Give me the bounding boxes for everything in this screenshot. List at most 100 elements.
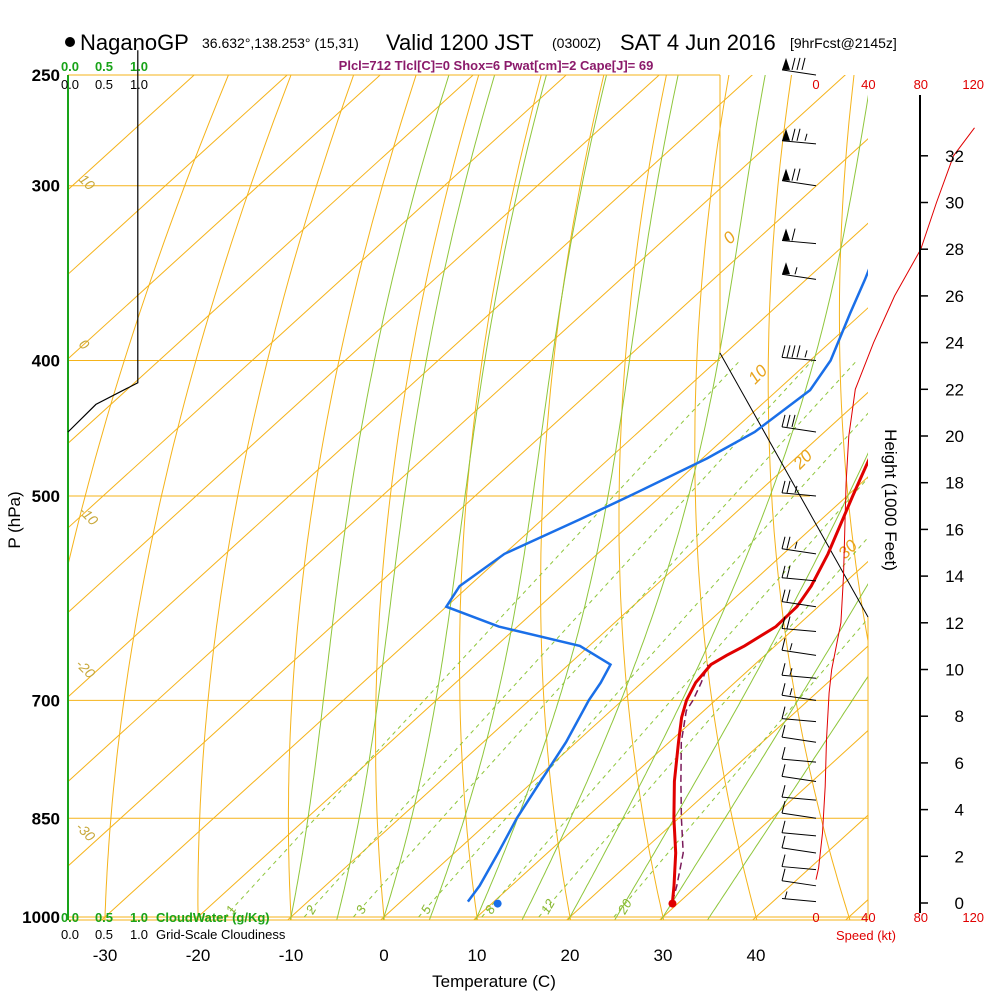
moist-adiabat-line: [614, 452, 868, 920]
barb-staff: [781, 898, 817, 903]
height-tick-label: 4: [955, 801, 964, 820]
isotherm-line: [565, 645, 868, 920]
moist-adiabat-line: [475, 75, 679, 920]
barb-feather: [791, 414, 796, 428]
valid-date: SAT 4 Jun 2016: [620, 30, 776, 55]
barb-feather: [791, 345, 796, 358]
wind-barb: [781, 764, 817, 782]
barb-staff: [781, 866, 817, 871]
isotherm-label: -10: [76, 503, 102, 529]
pressure-tick-label: 850: [32, 809, 60, 828]
temperature-tick-label: 0: [379, 946, 388, 965]
moist-adiabat-line: [660, 583, 868, 920]
cloudwater-label: CloudWater (g/Kg): [156, 910, 270, 925]
height-tick-label: 18: [945, 474, 964, 493]
speed-axis-label: Speed (kt): [836, 928, 896, 943]
barb-half-feather: [789, 643, 793, 651]
cloudiness-tick-bottom: 1.0: [130, 927, 148, 942]
wind-barb: [781, 638, 817, 656]
pressure-tick-label: 1000: [22, 908, 60, 927]
wind-barb: [781, 345, 817, 361]
wind-barb: [781, 262, 817, 280]
barb-feather: [786, 589, 791, 602]
height-tick-label: 6: [955, 754, 964, 773]
barb-feather: [781, 784, 786, 798]
barb-half-feather: [794, 485, 798, 494]
dry-adiabat-line: [694, 75, 758, 920]
dry-adiabat-line: [104, 75, 292, 920]
pressure-axis: 1000 850 700 500 400 300 250: [22, 66, 60, 927]
background-grid: [68, 74, 868, 920]
barb-staff: [781, 492, 817, 497]
height-tick-label: 14: [945, 567, 964, 586]
mixing-ratio-line: [224, 360, 741, 918]
height-tick-label: 22: [945, 380, 964, 399]
height-tick-label: 30: [945, 194, 964, 213]
barb-feather: [781, 854, 786, 867]
barb-flag: [782, 128, 790, 141]
dry-adiabat-label: 20: [789, 446, 817, 474]
mixing-ratio-label: 2: [302, 902, 319, 917]
cloudwater-tick-bottom: 1.0: [130, 910, 148, 925]
wind-barb: [781, 168, 817, 187]
isotherm-line: [658, 729, 868, 920]
barb-staff: [781, 180, 817, 187]
isotherm-label: 0: [76, 336, 93, 353]
cloudiness-tick-top: 0.0: [61, 77, 79, 92]
barb-feather: [781, 820, 786, 833]
stability-indices: Plcl=712 Tlcl[C]=0 Shox=6 Pwat[cm]=2 Cap…: [339, 58, 654, 73]
barb-half-feather: [794, 541, 798, 549]
barb-feather: [791, 128, 796, 141]
barb-feather: [781, 868, 786, 881]
dry-adiabat-line: [838, 75, 868, 644]
pressure-tick-label: 300: [32, 177, 60, 196]
barb-feather: [781, 414, 786, 428]
wind-barb: [781, 128, 817, 145]
dry-adiabat-label: 10: [744, 361, 771, 388]
pressure-tick-label: 700: [32, 691, 60, 710]
wind-barb: [781, 565, 817, 582]
barb-staff: [781, 240, 817, 245]
plot-frame: [67, 74, 869, 921]
barb-feather: [781, 683, 786, 696]
cloudiness-label: Grid-Scale Cloudiness: [156, 927, 286, 942]
wind-barb: [781, 891, 817, 903]
isotherm-line: [68, 75, 846, 783]
barb-staff: [781, 548, 817, 555]
mixing-ratio-label: 5: [418, 902, 435, 916]
wind-barb: [781, 820, 817, 837]
mixing-ratio-label: 20: [614, 896, 635, 918]
temperature-axis-label: Temperature (C): [432, 972, 556, 991]
barb-feather: [796, 57, 801, 71]
barb-staff: [781, 577, 817, 582]
station-dot-icon: [65, 37, 75, 47]
barb-staff: [781, 736, 817, 743]
speed-tick-label-top: 120: [962, 77, 984, 92]
surface-dewpoint-point: [493, 899, 502, 908]
dry-adiabat-line: [287, 75, 417, 920]
dry-adiabat-line: [197, 75, 355, 920]
mixing-ratio-line: [303, 360, 813, 918]
height-tick-label: 10: [945, 661, 964, 680]
isotherm-line: [68, 75, 567, 529]
barb-staff: [781, 796, 817, 801]
sounding-series: [444, 268, 868, 908]
barb-half-feather: [789, 668, 793, 676]
temperature-line: [671, 457, 868, 902]
wind-barb: [781, 228, 817, 245]
barb-staff: [781, 69, 817, 76]
moist-adiabat-line: [706, 675, 868, 920]
speed-tick-label-top: 0: [812, 77, 819, 92]
temperature-tick-label: 30: [654, 946, 673, 965]
isotherm-line: [68, 75, 195, 191]
dewpoint-line: [444, 268, 868, 903]
height-tick-label: 26: [945, 287, 964, 306]
speed-tick-label-bottom: 120: [962, 910, 984, 925]
mixing-ratio-line: [418, 412, 868, 918]
cloud-scales: 0.0 0.0 0.0 0.0 0.5 0.5 0.5 0.5 1.0 1.0 1.0 1.0: [61, 59, 148, 942]
barb-staff: [781, 847, 817, 854]
temperature-tick-label: -30: [93, 946, 118, 965]
